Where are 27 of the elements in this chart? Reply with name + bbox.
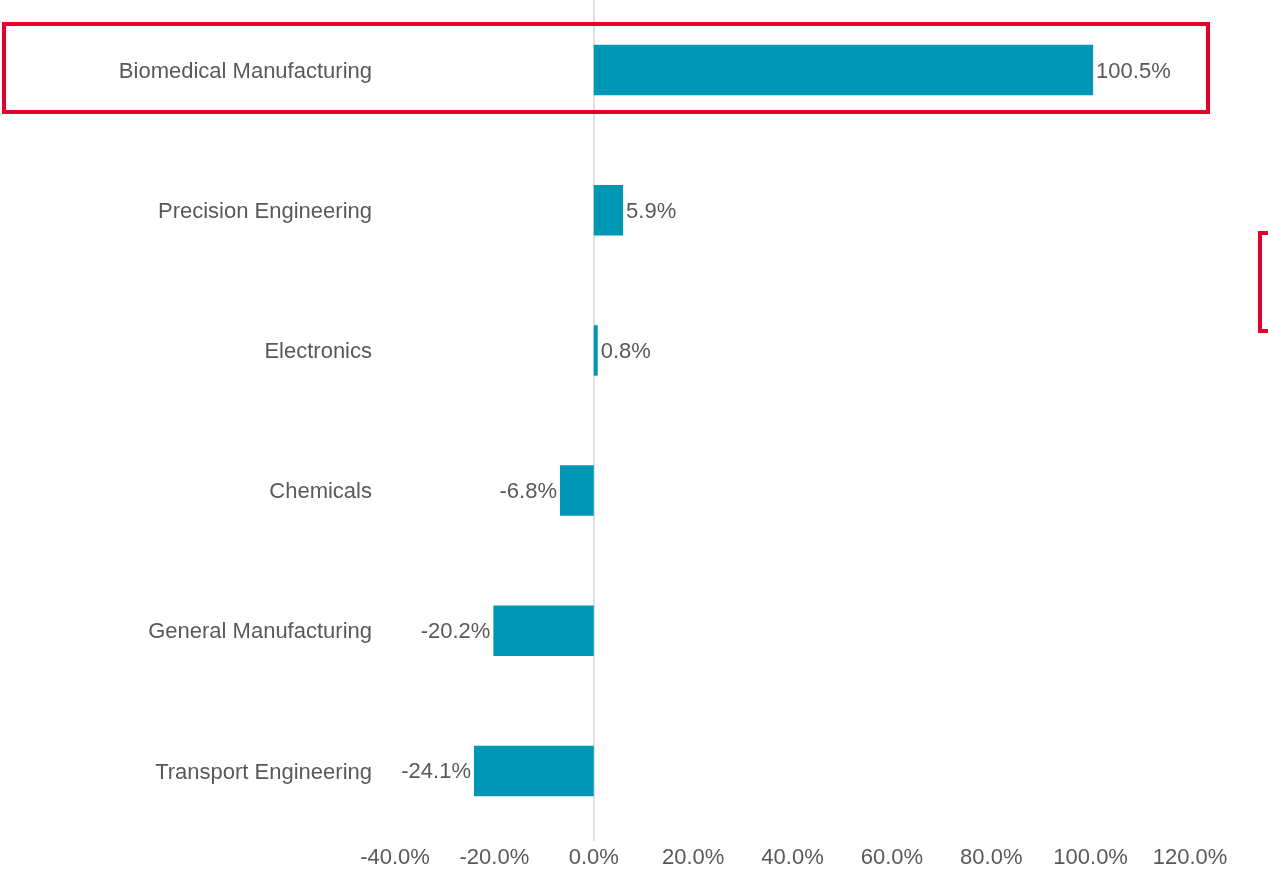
x-tick-label: 40.0% xyxy=(761,844,824,869)
data-label: 5.9% xyxy=(626,197,677,223)
x-tick-label: -20.0% xyxy=(459,844,530,869)
data-label: -20.2% xyxy=(420,618,491,644)
x-tick-label: 120.0% xyxy=(1152,844,1228,869)
y-tick-label: General Manufacturing xyxy=(148,618,372,644)
x-tick-label: 60.0% xyxy=(860,844,924,869)
data-label: 0.8% xyxy=(600,337,651,363)
x-tick-label: 0.0% xyxy=(568,844,619,869)
data-label: -24.1% xyxy=(401,758,471,784)
data-label: -6.8% xyxy=(499,478,557,504)
bar xyxy=(559,465,594,516)
x-tick-label: -40.0% xyxy=(360,844,430,869)
x-tick-label: 20.0% xyxy=(661,844,725,869)
x-tick-label: 100.0% xyxy=(1053,844,1128,869)
y-tick-label: Transport Engineering xyxy=(155,758,372,784)
data-label: 100.5% xyxy=(1096,57,1171,83)
y-tick-label: Electronics xyxy=(264,338,372,364)
y-tick-label: Biomedical Manufacturing xyxy=(118,57,372,83)
y-tick-label: Chemicals xyxy=(269,478,372,504)
bar xyxy=(593,185,624,236)
bar xyxy=(593,44,1094,96)
bar xyxy=(474,745,594,797)
y-tick-label: Precision Engineering xyxy=(157,197,372,223)
bar xyxy=(493,605,594,656)
x-tick-label: 80.0% xyxy=(960,844,1023,869)
bar xyxy=(593,325,598,376)
